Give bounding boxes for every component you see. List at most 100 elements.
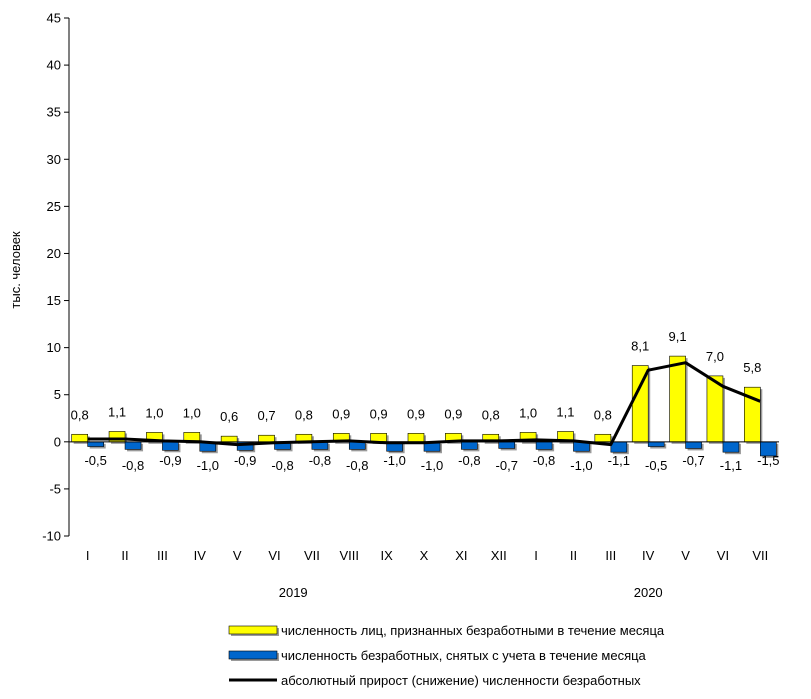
y-tick-label: 35 xyxy=(47,105,61,120)
year-label: 2019 xyxy=(279,585,308,600)
data-label-deregistered: -0,8 xyxy=(346,458,368,473)
legend-swatch xyxy=(228,625,278,635)
y-tick-label: 20 xyxy=(47,246,61,261)
data-label-registered: 9,1 xyxy=(669,329,687,344)
data-label-registered: 0,8 xyxy=(295,407,313,422)
legend-label: численность безработных, снятых с учета … xyxy=(281,648,647,663)
data-label-registered: 1,0 xyxy=(183,405,201,420)
data-label-deregistered: -0,8 xyxy=(309,453,331,468)
x-tick-label: VII xyxy=(752,548,768,563)
data-label-registered: 7,0 xyxy=(706,349,724,364)
bar-deregistered xyxy=(162,441,179,451)
data-label-deregistered: -1,0 xyxy=(570,458,592,473)
x-tick-label: XII xyxy=(491,548,507,563)
data-label-deregistered: -1,1 xyxy=(720,458,742,473)
x-tick-label: V xyxy=(681,548,690,563)
x-tick-label: IV xyxy=(642,548,655,563)
bar-registered xyxy=(594,433,612,443)
data-label-deregistered: -0,9 xyxy=(234,453,256,468)
bar-registered xyxy=(71,433,88,443)
bar-deregistered xyxy=(647,441,665,447)
data-label-deregistered: -1,5 xyxy=(757,453,779,468)
line-net-change xyxy=(87,361,761,447)
data-label-registered: 0,9 xyxy=(444,406,462,421)
legend-label: численность лиц, признанных безработными… xyxy=(281,623,665,638)
line-series xyxy=(87,361,761,447)
legend-label: абсолютный прирост (снижение) численност… xyxy=(281,673,641,688)
x-tick-label: IV xyxy=(194,548,207,563)
bar-deregistered xyxy=(498,441,516,449)
x-tick-label: I xyxy=(534,548,538,563)
x-tick-label: V xyxy=(233,548,242,563)
bar-deregistered xyxy=(722,441,740,453)
data-label-registered: 0,9 xyxy=(407,406,425,421)
data-label-registered: 0,8 xyxy=(594,407,612,422)
bar-deregistered xyxy=(461,441,478,450)
bar-registered xyxy=(258,434,275,443)
x-tick-label: II xyxy=(121,548,128,563)
x-tick-label: X xyxy=(420,548,429,563)
y-tick-label: 15 xyxy=(47,293,61,308)
data-label-registered: 1,0 xyxy=(145,405,163,420)
data-label-registered: 0,8 xyxy=(71,407,89,422)
bar-deregistered xyxy=(87,441,104,447)
bar-deregistered xyxy=(535,441,553,450)
data-label-registered: 0,9 xyxy=(370,406,388,421)
x-tick-label: VI xyxy=(268,548,280,563)
data-label-deregistered: -1,0 xyxy=(383,453,405,468)
y-tick-label: -5 xyxy=(49,481,61,496)
data-label-registered: 0,7 xyxy=(257,408,275,423)
y-tick-label: 0 xyxy=(54,434,61,449)
y-axis: -10 -5 0 5 10 15 20 25 30 35 40 45 xyxy=(42,11,70,544)
legend-swatch xyxy=(228,650,278,660)
data-label-deregistered: -0,7 xyxy=(682,453,704,468)
data-label-deregistered: -1,1 xyxy=(608,453,630,468)
data-label-deregistered: -0,9 xyxy=(159,453,181,468)
y-tick-label: 40 xyxy=(47,58,61,73)
x-tick-label: VII xyxy=(304,548,320,563)
x-tick-label: III xyxy=(605,548,616,563)
data-label-deregistered: -1,0 xyxy=(421,458,443,473)
x-tick-label: VI xyxy=(717,548,729,563)
data-label-deregistered: -0,8 xyxy=(533,453,555,468)
bar-registered xyxy=(220,435,238,443)
data-label-registered: 0,6 xyxy=(220,409,238,424)
y-tick-label: 10 xyxy=(47,340,61,355)
data-label-deregistered: -0,5 xyxy=(645,458,667,473)
data-label-deregistered: -0,7 xyxy=(496,458,518,473)
y-tick-label: -10 xyxy=(42,529,61,544)
data-label-deregistered: -0,5 xyxy=(84,453,106,468)
x-tick-label: XI xyxy=(455,548,467,563)
y-tick-label: 45 xyxy=(47,11,61,26)
data-label-deregistered: -1,0 xyxy=(197,458,219,473)
data-label-registered: 0,8 xyxy=(482,407,500,422)
y-axis-title: тыс. человек xyxy=(8,231,23,309)
y-tick-label: 30 xyxy=(47,152,61,167)
x-axis: I II III IV V VI VII VIII IX X XI XII I II III IV V VI VII… xyxy=(86,548,768,600)
data-label-registered: 8,1 xyxy=(631,339,649,354)
data-label-registered: 0,9 xyxy=(332,406,350,421)
data-label-registered: 1,0 xyxy=(519,405,537,420)
data-label-registered: 5,8 xyxy=(743,360,761,375)
data-label-registered: 1,1 xyxy=(556,404,574,419)
bar-registered xyxy=(669,355,686,443)
data-label-deregistered: -0,8 xyxy=(271,458,293,473)
bar-registered xyxy=(407,433,425,443)
y-tick-label: 25 xyxy=(47,199,61,214)
data-label-deregistered: -0,8 xyxy=(458,453,480,468)
y-tick-label: 5 xyxy=(54,387,61,402)
data-label-deregistered: -0,8 xyxy=(122,458,144,473)
x-tick-label: III xyxy=(157,548,168,563)
bar-deregistered xyxy=(610,441,628,453)
legend: численность лиц, признанных безработными… xyxy=(228,623,665,688)
bar-deregistered xyxy=(685,441,702,449)
data-label-registered: 1,1 xyxy=(108,404,126,419)
x-tick-label: VIII xyxy=(340,548,360,563)
x-tick-label: II xyxy=(570,548,577,563)
bar-registered xyxy=(370,433,387,443)
x-tick-label: IX xyxy=(380,548,393,563)
bar-deregistered xyxy=(124,441,142,450)
x-tick-label: I xyxy=(86,548,90,563)
year-label: 2020 xyxy=(634,585,663,600)
